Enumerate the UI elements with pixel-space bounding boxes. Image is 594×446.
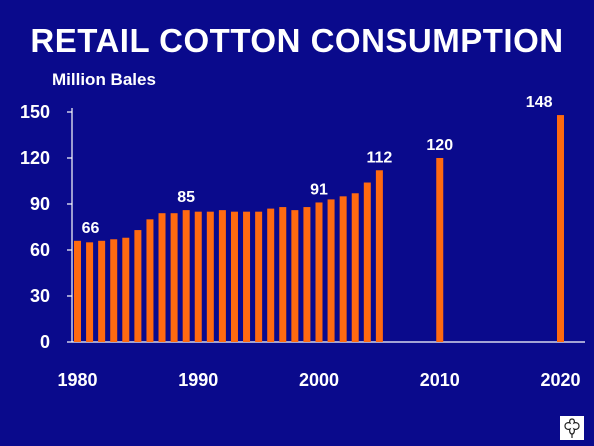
data-label-2020: 148 <box>526 94 553 111</box>
bar-2001 <box>327 199 335 342</box>
bar-1999 <box>303 207 311 342</box>
y-tick-label-30: 30 <box>30 286 50 306</box>
bar-1986 <box>146 219 154 342</box>
bar-1988 <box>170 213 178 342</box>
bar-1985 <box>134 230 142 342</box>
bar-1983 <box>110 239 118 342</box>
bar-1996 <box>267 208 275 342</box>
bar-2003 <box>351 193 359 342</box>
x-tick-label-1990: 1990 <box>178 370 218 390</box>
bar-1989 <box>182 210 190 342</box>
chart-bars <box>74 115 564 342</box>
y-tick-label-60: 60 <box>30 240 50 260</box>
bar-2020 <box>557 115 564 342</box>
cotton-boll-icon <box>560 416 584 440</box>
page-title: RETAIL COTTON CONSUMPTION <box>30 22 564 59</box>
bar-1993 <box>230 211 238 342</box>
bar-1987 <box>158 213 166 342</box>
bar-1992 <box>218 210 226 342</box>
bar-1998 <box>291 210 299 342</box>
y-tick-label-90: 90 <box>30 194 50 214</box>
x-tick-label-2010: 2010 <box>420 370 460 390</box>
y-axis-ticks: 0 30 60 90 120 150 <box>20 102 72 352</box>
bar-2005 <box>375 170 383 342</box>
data-label-1980: 66 <box>82 220 100 237</box>
bar-1981 <box>86 242 94 342</box>
x-axis-ticks: 1980 1990 2000 2010 2020 <box>57 370 580 390</box>
data-label-2010: 120 <box>426 137 453 154</box>
y-axis-unit-label: Million Bales <box>52 70 156 89</box>
x-tick-label-1980: 1980 <box>57 370 97 390</box>
x-tick-label-2000: 2000 <box>299 370 339 390</box>
y-tick-label-120: 120 <box>20 148 50 168</box>
y-tick-label-0: 0 <box>40 332 50 352</box>
data-label-2005: 112 <box>366 149 392 166</box>
bar-1984 <box>122 237 130 342</box>
x-tick-label-2020: 2020 <box>540 370 580 390</box>
bar-2004 <box>363 182 371 342</box>
bar-1995 <box>255 211 263 342</box>
bar-1997 <box>279 207 287 342</box>
bar-1994 <box>243 211 251 342</box>
bar-1990 <box>194 211 202 342</box>
bar-1991 <box>206 211 214 342</box>
y-tick-label-150: 150 <box>20 102 50 122</box>
data-label-2000: 91 <box>310 181 328 198</box>
data-label-1989: 85 <box>177 189 195 206</box>
bar-2002 <box>339 196 347 342</box>
chart-data-labels: 66 85 91 112 120 148 <box>82 94 553 237</box>
bar-1980 <box>74 240 81 342</box>
bar-2010 <box>436 158 444 342</box>
bar-1982 <box>98 240 106 342</box>
bar-2000 <box>315 202 323 342</box>
